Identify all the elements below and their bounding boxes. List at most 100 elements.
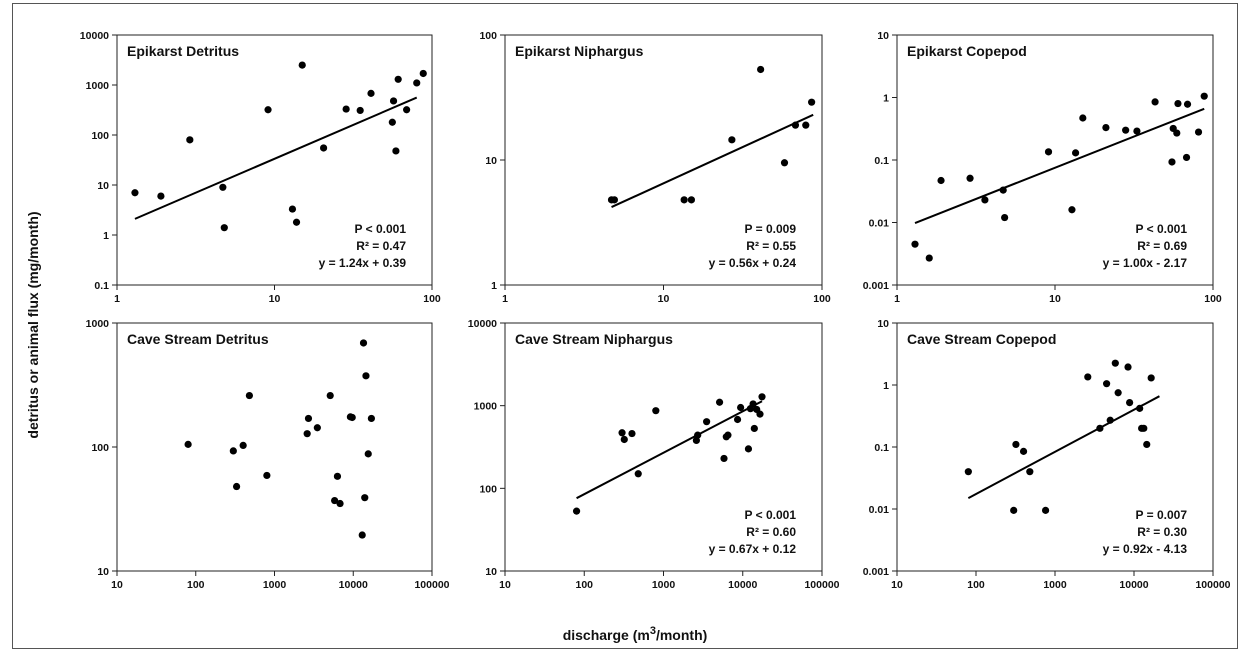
data-point — [1111, 359, 1119, 367]
trend-line — [967, 395, 1160, 499]
y-tick-label: 10000 — [80, 30, 109, 42]
data-point — [694, 431, 702, 439]
x-tick-label: 1000 — [652, 579, 676, 591]
data-point — [964, 468, 972, 476]
trend-line — [914, 107, 1205, 224]
data-point — [1173, 129, 1181, 137]
panel-title: Epikarst Copepod — [907, 43, 1027, 59]
data-point — [1068, 206, 1076, 214]
data-point — [715, 398, 724, 406]
x-tick-label: 100000 — [1195, 579, 1230, 591]
data-point — [419, 69, 427, 78]
data-point — [703, 418, 711, 426]
data-point — [389, 97, 398, 105]
data-point — [1124, 363, 1132, 371]
data-point — [737, 403, 745, 412]
x-tick-label: 100 — [967, 579, 985, 591]
data-point — [1001, 213, 1009, 222]
y-tick-label: 100 — [479, 483, 497, 495]
data-point — [288, 205, 297, 213]
data-point — [750, 424, 758, 433]
x-tick-label: 100000 — [414, 579, 449, 591]
x-tick-label: 10000 — [728, 579, 757, 591]
data-point — [1147, 374, 1155, 382]
data-point — [394, 75, 402, 83]
y-tick-label: 10 — [877, 318, 889, 330]
data-point — [749, 400, 757, 408]
y-tick-label: 10 — [877, 30, 889, 42]
stat-line: y = 0.92x - 4.13 — [1103, 542, 1188, 556]
data-point — [336, 499, 344, 508]
trend-line — [576, 400, 763, 500]
x-tick-label: 10 — [499, 579, 511, 591]
stat-line: R² = 0.69 — [1137, 239, 1187, 253]
x-tick-label: 1 — [894, 293, 900, 305]
data-point — [264, 106, 272, 114]
x-tick-label: 100 — [575, 579, 593, 591]
data-point — [1114, 389, 1122, 397]
y-tick-label: 1 — [491, 280, 497, 292]
x-axis-label: discharge (m3/month) — [563, 625, 708, 643]
data-point — [359, 339, 368, 347]
data-point — [1041, 506, 1050, 514]
x-tick-label: 1000 — [1043, 579, 1067, 591]
data-point — [744, 445, 753, 453]
data-point — [1012, 440, 1020, 449]
x-tick-label: 10 — [1049, 293, 1061, 305]
data-point — [1071, 149, 1080, 157]
data-point — [791, 121, 800, 129]
data-point — [220, 224, 228, 232]
data-point — [361, 494, 369, 502]
stat-line: P = 0.007 — [1136, 508, 1188, 522]
figure-frame — [12, 3, 1238, 649]
panel-title: Cave Stream Niphargus — [515, 331, 673, 347]
data-point — [320, 144, 328, 152]
data-point — [1140, 424, 1148, 432]
data-point — [392, 147, 400, 155]
y-tick-label: 0.01 — [869, 218, 890, 230]
data-point — [1143, 440, 1151, 449]
stat-line: R² = 0.30 — [1137, 525, 1187, 539]
data-point — [802, 121, 810, 129]
y-tick-label: 10 — [485, 155, 497, 167]
y-tick-label: 0.1 — [94, 280, 109, 292]
data-point — [245, 391, 253, 400]
x-tick-label: 1000 — [263, 579, 287, 591]
x-tick-label: 100 — [813, 293, 831, 305]
data-point — [326, 391, 334, 400]
trend-line — [611, 113, 814, 209]
panel-title: Cave Stream Copepod — [907, 331, 1056, 347]
data-point — [1183, 100, 1192, 108]
data-point — [1044, 148, 1053, 156]
stat-line: R² = 0.60 — [746, 525, 796, 539]
data-point — [618, 429, 626, 437]
data-point — [1103, 380, 1111, 388]
data-point — [1133, 127, 1141, 135]
data-point — [304, 414, 313, 423]
data-point — [413, 79, 421, 87]
data-point — [687, 196, 696, 204]
stat-line: R² = 0.47 — [356, 239, 406, 253]
data-point — [1194, 128, 1203, 136]
data-point — [724, 431, 732, 439]
data-point — [356, 106, 364, 115]
data-point — [966, 174, 974, 182]
x-tick-label: 10 — [111, 579, 123, 591]
panel-5: 10 100 1000 10000 100000 10 100 1000 10000 Cave S… — [468, 318, 840, 591]
data-point — [634, 470, 642, 478]
stat-line: P < 0.001 — [355, 222, 407, 236]
data-point — [229, 447, 237, 455]
panel-title: Epikarst Niphargus — [515, 43, 644, 59]
data-point — [331, 496, 339, 505]
data-point — [388, 118, 396, 126]
y-tick-label: 1 — [883, 93, 889, 105]
data-point — [808, 98, 816, 106]
data-point — [999, 186, 1007, 194]
y-tick-label: 1 — [883, 380, 889, 392]
data-point — [342, 105, 350, 113]
y-tick-label: 10 — [97, 180, 109, 192]
data-point — [313, 424, 321, 432]
data-point — [981, 196, 989, 204]
data-point — [1151, 98, 1159, 106]
